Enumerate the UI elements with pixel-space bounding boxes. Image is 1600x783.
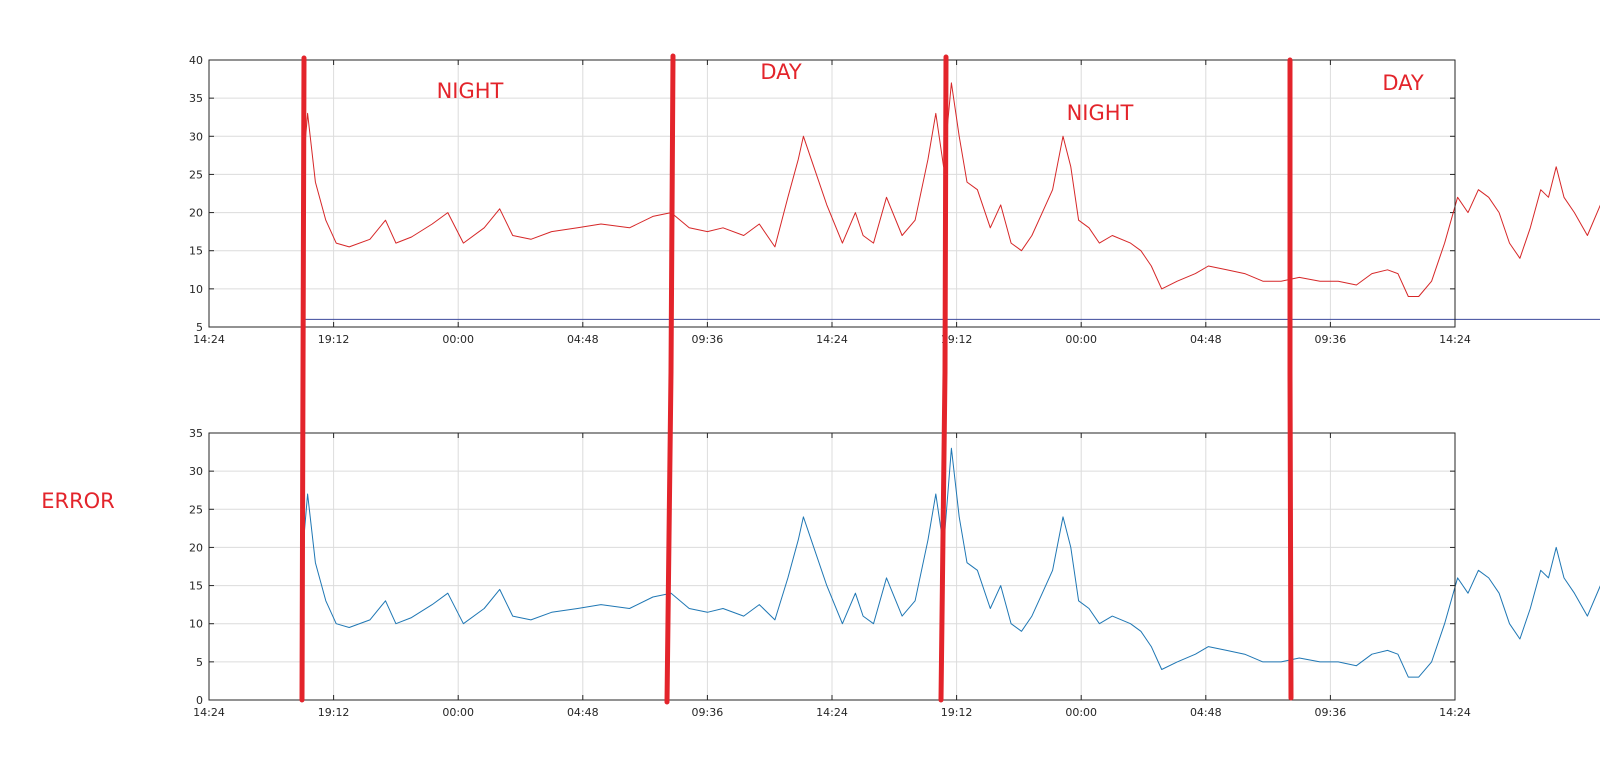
top-x-tick-label: 19:12 [318, 333, 350, 346]
divider-line-1 [299, 55, 307, 703]
bottom-x-tick-label: 04:48 [567, 706, 599, 719]
top-y-tick-label: 35 [189, 92, 203, 105]
top-y-tick-label: 10 [189, 283, 203, 296]
top-x-tick-label: 00:00 [442, 333, 474, 346]
bottom-y-tick-label: 25 [189, 503, 203, 516]
bottom-x-tick-label: 00:00 [442, 706, 474, 719]
top-series-line-1 [301, 82, 1600, 297]
bottom-plot: 0 5 10 15 20 25 30 35 14:24 19:12 00:00 04:48 09:36 1… [189, 427, 1600, 719]
bottom-axes-box [208, 432, 1456, 701]
top-y-tick-label: 20 [189, 207, 203, 220]
top-y-tick-label: 40 [189, 54, 203, 67]
top-y-tick-label: 25 [189, 168, 203, 181]
bottom-x-tick-label: 09:36 [692, 706, 724, 719]
bottom-y-tick-label: 20 [189, 541, 203, 554]
divider-line-4 [1287, 57, 1294, 701]
region-label-day-2: DAY [1382, 71, 1424, 95]
bottom-series-line-1 [301, 447, 1600, 678]
top-y-tick-label: 5 [196, 321, 203, 334]
top-x-tick-label: 14:24 [1439, 333, 1471, 346]
bottom-x-tick-label: 14:24 [816, 706, 848, 719]
divider-line-3 [938, 54, 949, 703]
top-plot: 5 10 15 20 25 30 35 40 14:24 19:12 00:00 04:48 09:36… [189, 54, 1600, 346]
bottom-y-tick-label: 30 [189, 465, 203, 478]
error-side-label: ERROR [41, 489, 115, 513]
divider-line-2 [664, 53, 676, 705]
top-x-tick-label: 14:24 [193, 333, 225, 346]
bottom-x-tick-label: 14:24 [193, 706, 225, 719]
bottom-x-tick-label: 19:12 [941, 706, 973, 719]
top-x-tick-label: 04:48 [1190, 333, 1222, 346]
bottom-y-tick-label: 5 [196, 656, 203, 669]
top-x-tick-label: 14:24 [816, 333, 848, 346]
region-label-night-2: NIGHT [1067, 101, 1134, 125]
top-x-tick-label: 09:36 [1315, 333, 1347, 346]
top-x-tick-label: 09:36 [692, 333, 724, 346]
bottom-x-tick-label: 04:48 [1190, 706, 1222, 719]
bottom-x-tick-label: 19:12 [318, 706, 350, 719]
top-y-tick-label: 30 [189, 130, 203, 143]
top-x-tick-label: 19:12 [941, 333, 973, 346]
bottom-y-tick-label: 35 [189, 427, 203, 440]
bottom-y-tick-label: 10 [189, 618, 203, 631]
bottom-x-tick-label: 14:24 [1439, 706, 1471, 719]
top-axes-box [208, 59, 1456, 328]
bottom-x-tick-label: 00:00 [1065, 706, 1097, 719]
bottom-x-tick-label: 09:36 [1315, 706, 1347, 719]
bottom-y-tick-label: 15 [189, 580, 203, 593]
annotations-layer: NIGHT DAY NIGHT DAY ERROR [41, 53, 1424, 705]
bottom-y-tick-label: 0 [196, 694, 203, 707]
region-label-day-1: DAY [760, 60, 802, 84]
region-label-night-1: NIGHT [437, 79, 504, 103]
top-y-tick-label: 15 [189, 245, 203, 258]
top-x-tick-label: 04:48 [567, 333, 599, 346]
top-x-tick-label: 00:00 [1065, 333, 1097, 346]
